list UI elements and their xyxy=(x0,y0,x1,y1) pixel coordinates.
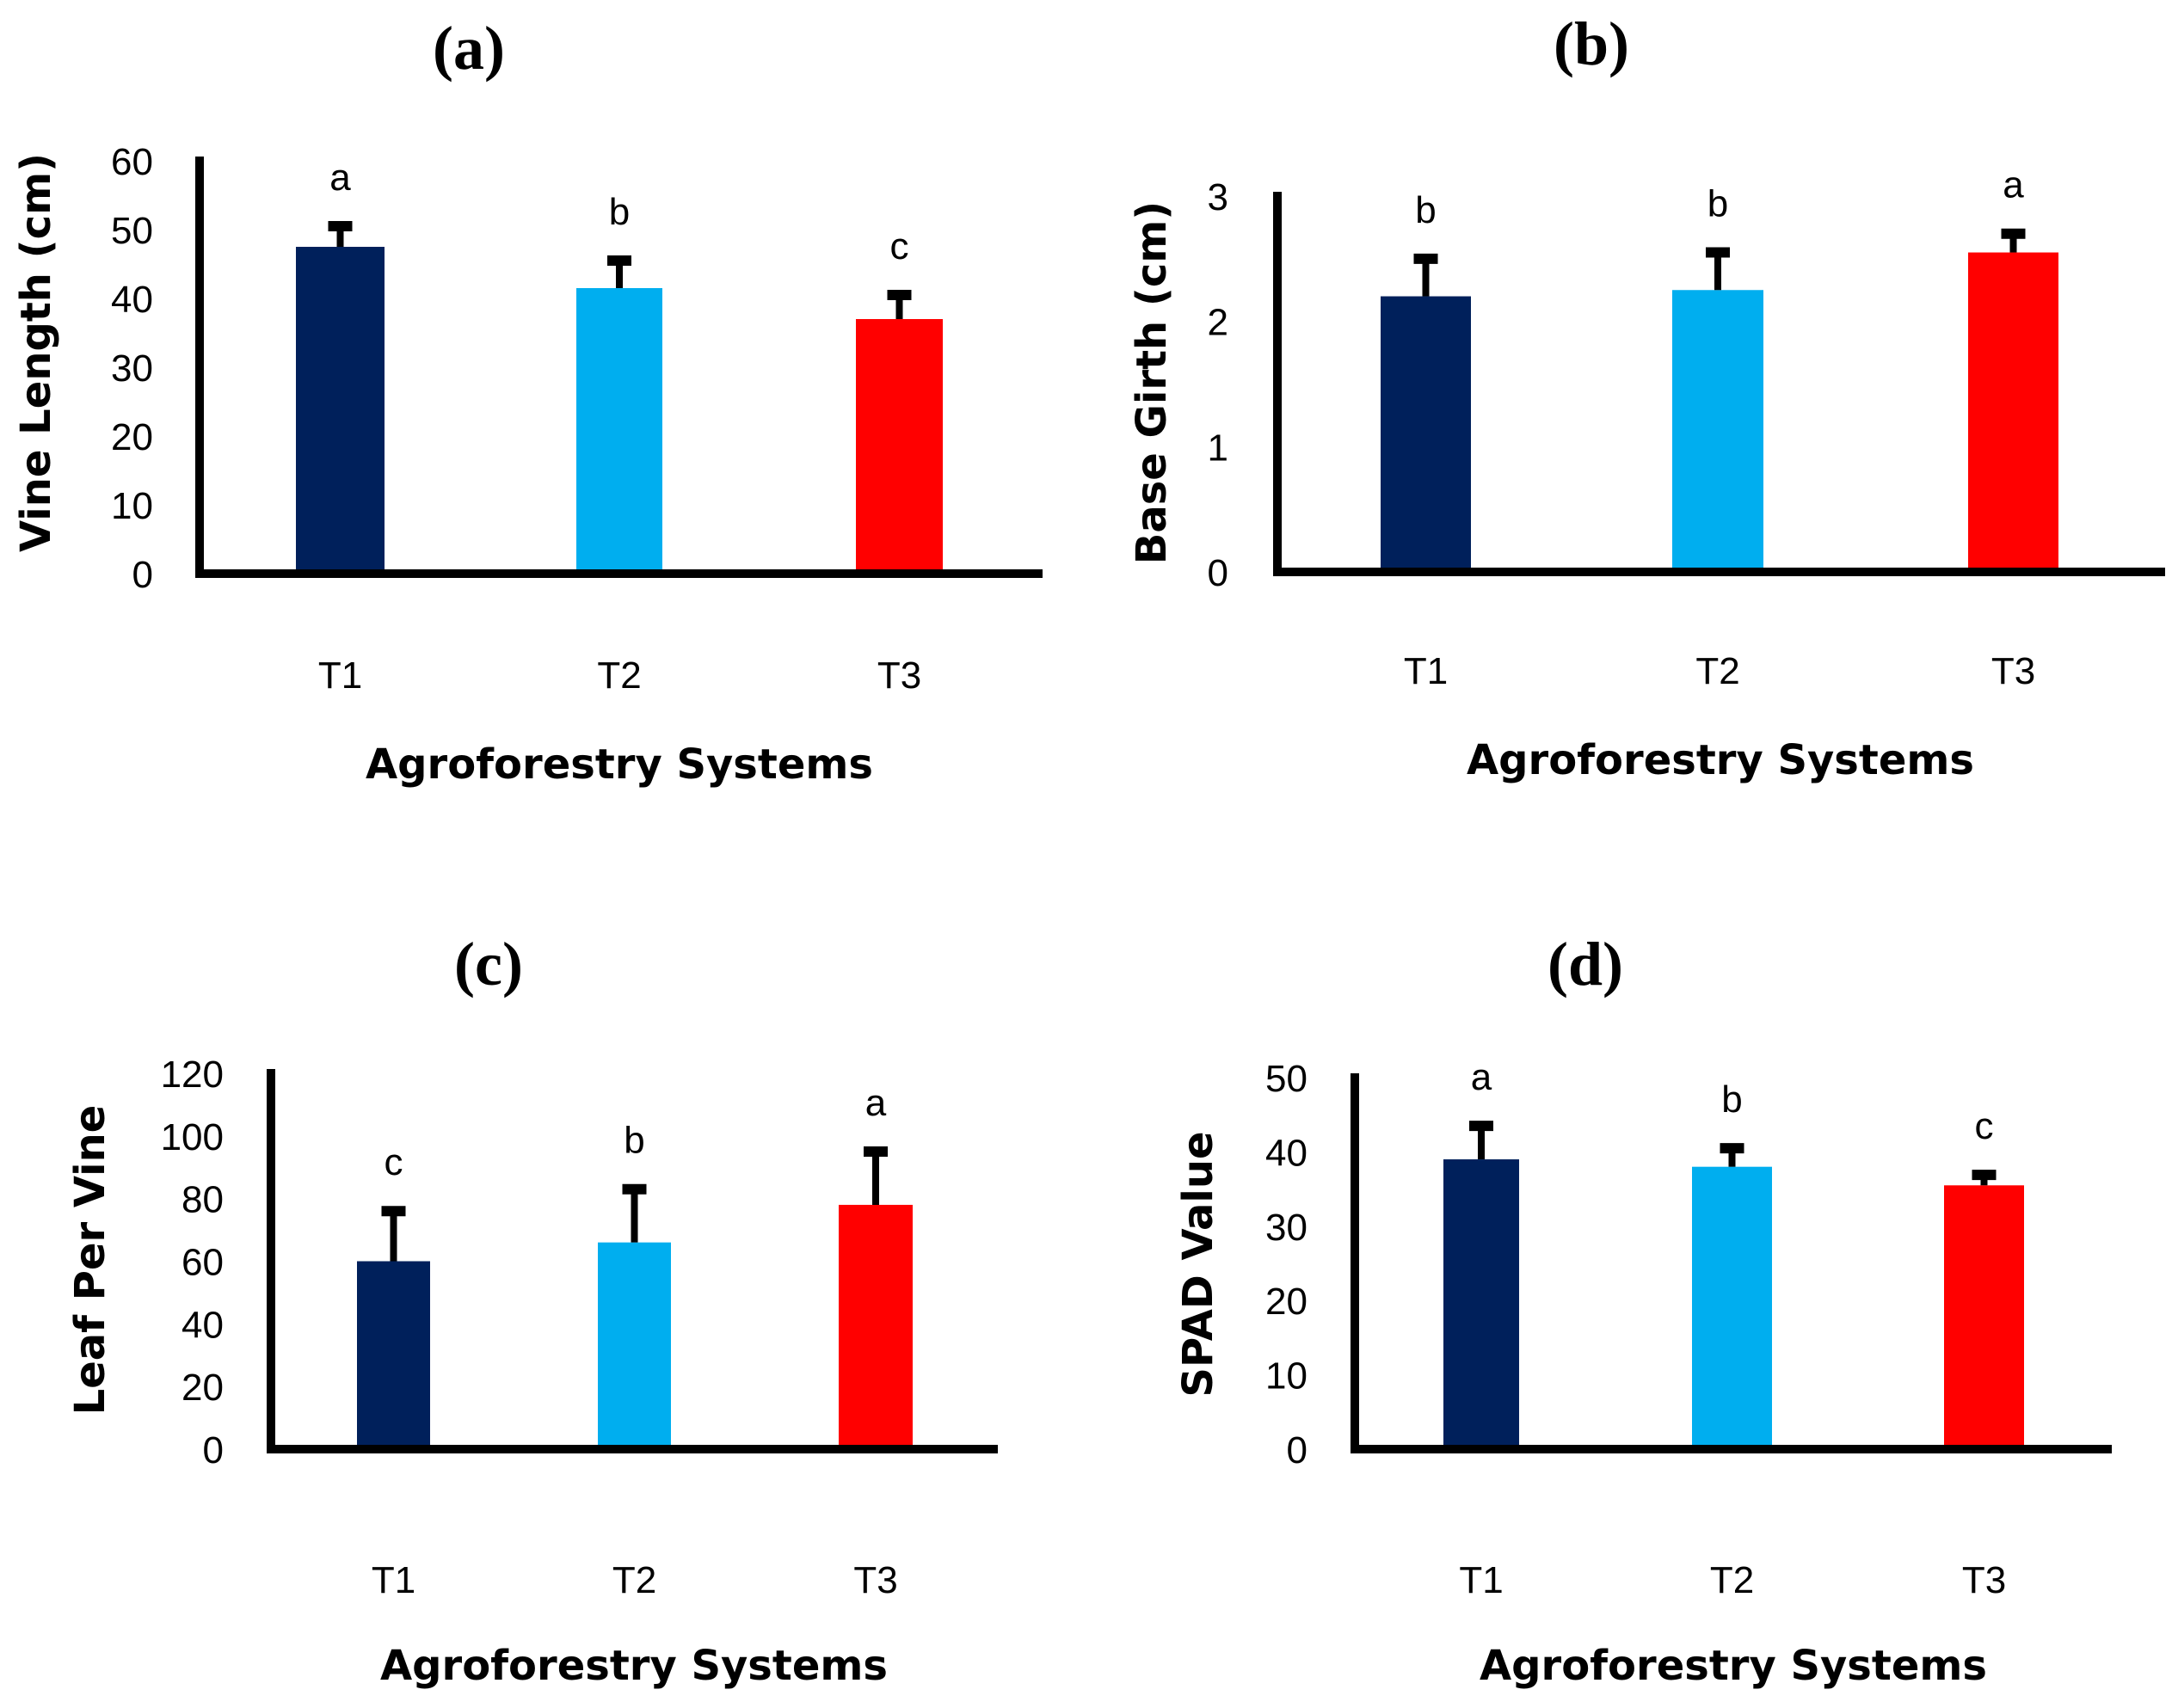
significance-letter: a xyxy=(865,1082,887,1124)
bar-t2 xyxy=(576,288,662,574)
x-axis-title: Agroforestry Systems xyxy=(380,1642,888,1690)
bar-t1 xyxy=(357,1261,430,1449)
significance-letter: c xyxy=(1975,1105,1994,1147)
bar-t3 xyxy=(856,319,943,574)
y-tick-label: 40 xyxy=(182,1304,224,1346)
x-axis-title: Agroforestry Systems xyxy=(1480,1642,1987,1690)
y-tick-label: 60 xyxy=(182,1242,224,1284)
bar-t1 xyxy=(1381,296,1471,572)
y-tick-label: 10 xyxy=(111,485,153,527)
axes xyxy=(1351,1073,2112,1453)
y-tick-label: 20 xyxy=(111,416,153,458)
y-tick-label: 0 xyxy=(1208,552,1228,594)
panel-title: (a) xyxy=(433,14,505,83)
y-tick-label: 10 xyxy=(1265,1355,1308,1398)
y-tick-label: 50 xyxy=(1265,1058,1308,1100)
y-tick-label: 3 xyxy=(1208,176,1228,218)
y-tick-label: 2 xyxy=(1208,302,1228,344)
x-tick-label: T2 xyxy=(597,654,641,697)
bar-t2 xyxy=(598,1242,671,1449)
y-tick-label: 20 xyxy=(1265,1281,1308,1323)
y-tick-label: 40 xyxy=(111,279,153,321)
x-tick-label: T3 xyxy=(1991,650,2035,692)
y-tick-label: 30 xyxy=(111,347,153,390)
panel-b: (b) 0 1 2 3 Base Girth (cm) b T1 b T2 a T3 Agrofores… xyxy=(1128,9,2165,784)
panel-a: (a) 0 10 20 30 40 50 60 Vine Length (cm) a T1 b T2 c T… xyxy=(12,14,1043,789)
x-tick-label: T1 xyxy=(372,1559,415,1601)
significance-letter: b xyxy=(1707,183,1728,225)
significance-letter: b xyxy=(624,1120,644,1162)
bar-t2 xyxy=(1692,1166,1772,1449)
y-tick-label: 1 xyxy=(1208,427,1228,469)
y-axis-title: SPAD Value xyxy=(1174,1131,1222,1397)
axes xyxy=(267,1069,998,1453)
y-tick-label: 0 xyxy=(1287,1429,1308,1471)
significance-letter: a xyxy=(1471,1056,1492,1098)
significance-letter: c xyxy=(890,225,909,267)
bar-t3 xyxy=(839,1204,913,1449)
panel-c: (c) 0 20 40 60 80 100 120 Leaf Per Vine c T1 b T2 a T3… xyxy=(66,930,998,1690)
y-tick-label: 60 xyxy=(111,141,153,183)
significance-letter: b xyxy=(609,191,630,233)
y-tick-label: 0 xyxy=(203,1429,224,1471)
x-tick-label: T3 xyxy=(877,654,921,697)
y-tick-label: 80 xyxy=(182,1179,224,1221)
x-tick-label: T2 xyxy=(612,1559,656,1601)
x-tick-label: T2 xyxy=(1695,650,1739,692)
panel-title: (c) xyxy=(454,930,523,998)
x-tick-label: T3 xyxy=(1962,1559,2006,1601)
y-tick-label: 20 xyxy=(182,1367,224,1409)
y-tick-label: 120 xyxy=(161,1054,224,1096)
significance-letter: a xyxy=(2003,164,2024,206)
x-tick-label: T1 xyxy=(1404,650,1448,692)
x-axis-title: Agroforestry Systems xyxy=(1467,736,1974,784)
x-tick-label: T2 xyxy=(1710,1559,1754,1601)
x-tick-label: T3 xyxy=(853,1559,897,1601)
y-tick-label: 100 xyxy=(161,1116,224,1158)
bar-t2 xyxy=(1672,290,1763,572)
axes xyxy=(195,157,1043,578)
y-tick-label: 30 xyxy=(1265,1207,1308,1249)
bar-t1 xyxy=(296,247,385,574)
significance-letter: c xyxy=(385,1141,403,1183)
panel-d: (d) 0 10 20 30 40 50 SPAD Value a T1 b T2 c T3 Agrofor… xyxy=(1174,930,2112,1690)
significance-letter: b xyxy=(1415,189,1436,231)
significance-letter: b xyxy=(1721,1078,1742,1121)
bar-t3 xyxy=(1944,1185,2024,1449)
y-axis-title: Vine Length (cm) xyxy=(12,153,60,552)
y-axis-title: Leaf Per Vine xyxy=(66,1105,114,1416)
panel-title: (b) xyxy=(1554,9,1629,78)
x-tick-label: T1 xyxy=(318,654,362,697)
x-axis-title: Agroforestry Systems xyxy=(366,740,873,789)
y-tick-label: 40 xyxy=(1265,1132,1308,1174)
y-axis-title: Base Girth (cm) xyxy=(1128,201,1176,565)
y-tick-label: 50 xyxy=(111,210,153,252)
axes xyxy=(1273,192,2165,576)
panel-title: (d) xyxy=(1547,930,1623,998)
x-tick-label: T1 xyxy=(1459,1559,1503,1601)
bar-t1 xyxy=(1443,1159,1519,1449)
y-tick-label: 0 xyxy=(132,554,153,596)
bar-t3 xyxy=(1968,252,2058,572)
significance-letter: a xyxy=(329,157,351,199)
